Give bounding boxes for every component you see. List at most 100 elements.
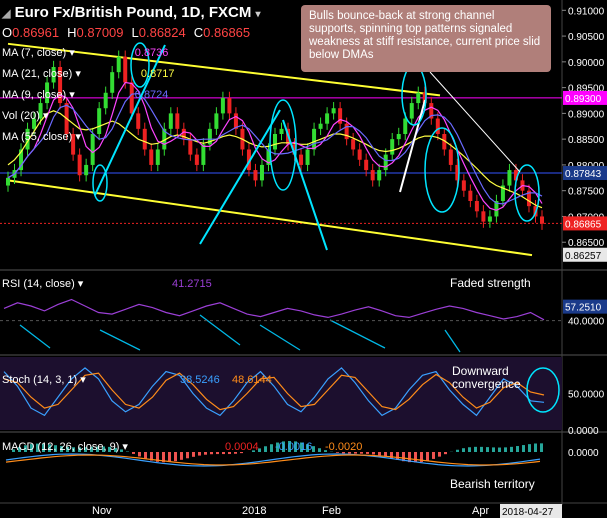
trend-arrow bbox=[199, 109, 281, 245]
macd-histogram-bar bbox=[90, 446, 93, 452]
chevron-down-icon[interactable]: ▾ bbox=[255, 9, 261, 20]
macd-histogram-bar bbox=[354, 452, 357, 454]
pattern-ellipse bbox=[401, 64, 427, 126]
candle-body bbox=[292, 144, 297, 155]
rsi-trend-arrow bbox=[199, 314, 241, 346]
candle-body bbox=[129, 82, 134, 114]
macd-histogram-bar bbox=[342, 452, 345, 454]
macd-histogram-bar bbox=[414, 452, 417, 463]
candle-body bbox=[448, 149, 453, 165]
price-badge bbox=[563, 166, 607, 181]
macd-histogram-bar bbox=[360, 452, 363, 454]
macd-histogram-bar bbox=[456, 449, 459, 452]
macd-histogram-bar bbox=[270, 444, 273, 452]
price-badge bbox=[563, 216, 607, 231]
candle-body bbox=[142, 128, 147, 150]
candle-body bbox=[51, 67, 56, 83]
stoch-annotation: convergence bbox=[452, 377, 521, 391]
candle-body bbox=[194, 154, 199, 165]
rsi-annotation: Faded strength bbox=[450, 276, 531, 290]
macd-histogram-bar bbox=[474, 446, 477, 452]
pattern-ellipse bbox=[424, 127, 460, 213]
macd-histogram-bar bbox=[54, 445, 57, 452]
macd-histogram-bar bbox=[120, 449, 123, 452]
price-tick-label: 0.89500 bbox=[568, 84, 605, 95]
rsi-axis-label: 40.0000 bbox=[568, 317, 605, 328]
candle-body bbox=[266, 149, 271, 165]
candle-body bbox=[233, 113, 238, 129]
candle-body bbox=[123, 56, 128, 83]
indicator-row[interactable]: MA (21, close) ▾ 0.8717 bbox=[2, 67, 175, 80]
rsi-trend-arrow bbox=[329, 319, 386, 349]
macd-histogram-bar bbox=[432, 452, 435, 459]
indicator-label: MA (55, close) ▾ bbox=[2, 131, 81, 143]
indicator-row[interactable]: MA (7, close) ▾ 0.8736 bbox=[2, 46, 168, 59]
candle-body bbox=[220, 97, 225, 114]
ohlc-key: C bbox=[193, 25, 204, 40]
ohlc-value: 0.86961 bbox=[12, 25, 60, 40]
indicator-label: MA (9, close) ▾ bbox=[2, 89, 75, 101]
macd-histogram-bar bbox=[480, 446, 483, 452]
ohlc-key: L bbox=[131, 25, 139, 40]
indicator-row[interactable]: Vol (20) ▾ bbox=[2, 109, 109, 122]
macd-histogram-bar bbox=[36, 443, 39, 452]
indicator-value: 0.8724 bbox=[134, 89, 169, 101]
rsi-badge-label: 57.2510 bbox=[565, 303, 602, 314]
ohlc-value: 0.86824 bbox=[138, 25, 186, 40]
candle-body bbox=[162, 128, 167, 150]
indicator-label: MA (7, close) ▾ bbox=[2, 47, 75, 59]
macd-histogram-bar bbox=[510, 446, 513, 452]
rsi-label: RSI (14, close) ▾ bbox=[2, 278, 84, 290]
macd-histogram-bar bbox=[18, 447, 21, 452]
candle-body bbox=[455, 164, 460, 181]
candle-body bbox=[279, 128, 284, 134]
candle-body bbox=[468, 190, 473, 201]
symbol-header[interactable]: ◢ Euro Fx/British Pound, 1D, FXCM ▾ bbox=[2, 4, 261, 21]
macd-histogram-bar bbox=[156, 452, 159, 462]
macd-histogram-bar bbox=[294, 441, 297, 452]
macd-histogram-bar bbox=[252, 450, 255, 452]
candle-body bbox=[155, 149, 160, 165]
rsi-line bbox=[3, 298, 545, 321]
indicator-row[interactable]: MA (55, close) ▾ bbox=[2, 130, 141, 143]
macd-histogram-bar bbox=[366, 452, 369, 454]
macd-histogram-bar bbox=[168, 452, 171, 463]
macd-value: -0.0020 bbox=[325, 441, 362, 453]
rsi-value: 41.2715 bbox=[172, 278, 212, 290]
macd-histogram-bar bbox=[462, 448, 465, 452]
rsi-badge bbox=[563, 299, 607, 314]
macd-histogram-bar bbox=[312, 446, 315, 452]
candle-body bbox=[383, 154, 388, 171]
macd-histogram-bar bbox=[324, 450, 327, 452]
candle-body bbox=[136, 113, 141, 129]
price-tick-label: 0.88500 bbox=[568, 135, 605, 146]
candle-body bbox=[474, 201, 479, 212]
macd-histogram-bar bbox=[114, 447, 117, 452]
trend-arrow bbox=[399, 99, 426, 193]
indicator-label: MA (21, close) ▾ bbox=[2, 68, 81, 80]
stoch-d-line bbox=[3, 372, 545, 411]
candle-body bbox=[344, 123, 349, 140]
stoch-axis-label: 50.0000 bbox=[568, 390, 605, 401]
macd-histogram-bar bbox=[528, 444, 531, 452]
collapse-icon[interactable]: ◢ bbox=[2, 8, 11, 20]
channel-upper-line bbox=[7, 42, 441, 97]
indicator-row[interactable]: MA (9, close) ▾ 0.8724 bbox=[2, 88, 168, 101]
candle-body bbox=[6, 177, 10, 186]
macd-histogram-bar bbox=[108, 446, 111, 452]
ma21-line bbox=[7, 110, 543, 209]
macd-histogram-bar bbox=[372, 452, 375, 455]
macd-histogram-bar bbox=[390, 452, 393, 459]
candle-body bbox=[181, 128, 186, 140]
macd-histogram-bar bbox=[306, 444, 309, 452]
candle-body bbox=[253, 170, 258, 181]
macd-histogram-bar bbox=[540, 443, 543, 452]
candle-body bbox=[403, 118, 408, 134]
macd-histogram-bar bbox=[420, 452, 423, 462]
macd-histogram-bar bbox=[138, 452, 141, 457]
macd-histogram-bar bbox=[498, 447, 501, 452]
macd-histogram-bar bbox=[300, 442, 303, 452]
rsi-trend-arrow bbox=[259, 324, 301, 351]
candle-body bbox=[357, 149, 362, 160]
stoch-label: Stoch (14, 3, 1) ▾ bbox=[2, 374, 86, 386]
